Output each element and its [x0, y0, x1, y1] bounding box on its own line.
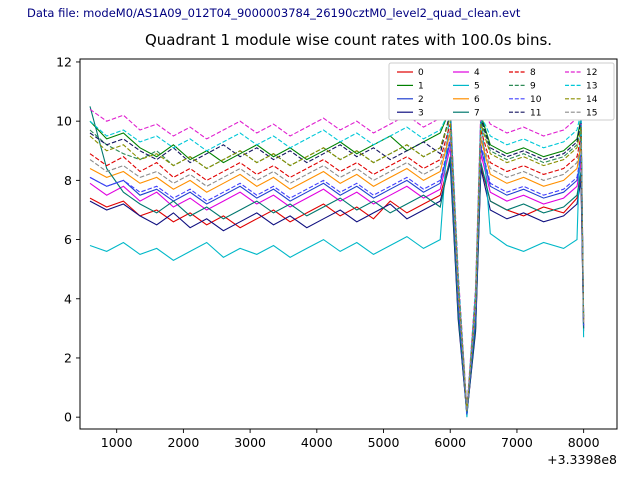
- legend-label-14: 14: [586, 95, 598, 105]
- legend-label-10: 10: [530, 95, 542, 105]
- legend-label-0: 0: [418, 68, 424, 78]
- y-tick-label: 6: [64, 232, 72, 247]
- series-15-line: [89, 129, 585, 412]
- x-tick-label: 7000: [501, 435, 533, 450]
- x-tick-label: 4000: [301, 435, 333, 450]
- legend-label-12: 12: [586, 68, 597, 78]
- series-13-line: [89, 109, 585, 412]
- series-2-line: [89, 141, 585, 415]
- x-tick-label: 2000: [167, 435, 199, 450]
- y-tick-label: 8: [64, 173, 72, 188]
- axes-box: [79, 58, 618, 430]
- series-14-line: [89, 118, 585, 412]
- x-tick-label: 6000: [434, 435, 466, 450]
- x-tick-label: 8000: [568, 435, 600, 450]
- series-8-line: [89, 123, 585, 412]
- legend-label-1: 1: [418, 82, 424, 92]
- series-0-line: [89, 159, 585, 415]
- legend-label-6: 6: [474, 95, 480, 105]
- y-tick-label: 4: [64, 291, 72, 306]
- legend-label-9: 9: [530, 82, 536, 92]
- series-9-line: [89, 115, 585, 412]
- data-file-label: Data file: modeM0/AS1A09_012T04_90000037…: [27, 6, 521, 20]
- legend-label-13: 13: [586, 82, 597, 92]
- legend-label-7: 7: [474, 108, 480, 118]
- series-6-line: [89, 132, 585, 412]
- y-tick-label: 12: [56, 54, 72, 69]
- legend-label-2: 2: [418, 95, 424, 105]
- legend-label-15: 15: [586, 108, 597, 118]
- legend-box: [388, 62, 615, 121]
- x-axis-offset-label: +3.3398e8: [547, 452, 617, 467]
- x-tick-label: 5000: [368, 435, 400, 450]
- chart-title: Quadrant 1 module wise count rates with …: [144, 31, 553, 49]
- x-tick-label: 1000: [101, 435, 133, 450]
- x-tick-label: 3000: [234, 435, 266, 450]
- series-11-line: [89, 112, 585, 412]
- series-5-line: [89, 100, 585, 418]
- y-tick-label: 0: [64, 410, 72, 425]
- y-tick-label: 2: [64, 350, 72, 365]
- legend-label-4: 4: [474, 68, 480, 78]
- legend-label-8: 8: [530, 68, 536, 78]
- series-10-line: [89, 138, 585, 415]
- series-4-line: [89, 147, 585, 415]
- series-3-line: [89, 162, 585, 415]
- legend-label-5: 5: [474, 82, 480, 92]
- legend-label-11: 11: [530, 108, 541, 118]
- legend-label-3: 3: [418, 108, 424, 118]
- series-12-line: [89, 101, 585, 409]
- y-tick-label: 10: [56, 114, 72, 129]
- series-7-line: [89, 106, 585, 415]
